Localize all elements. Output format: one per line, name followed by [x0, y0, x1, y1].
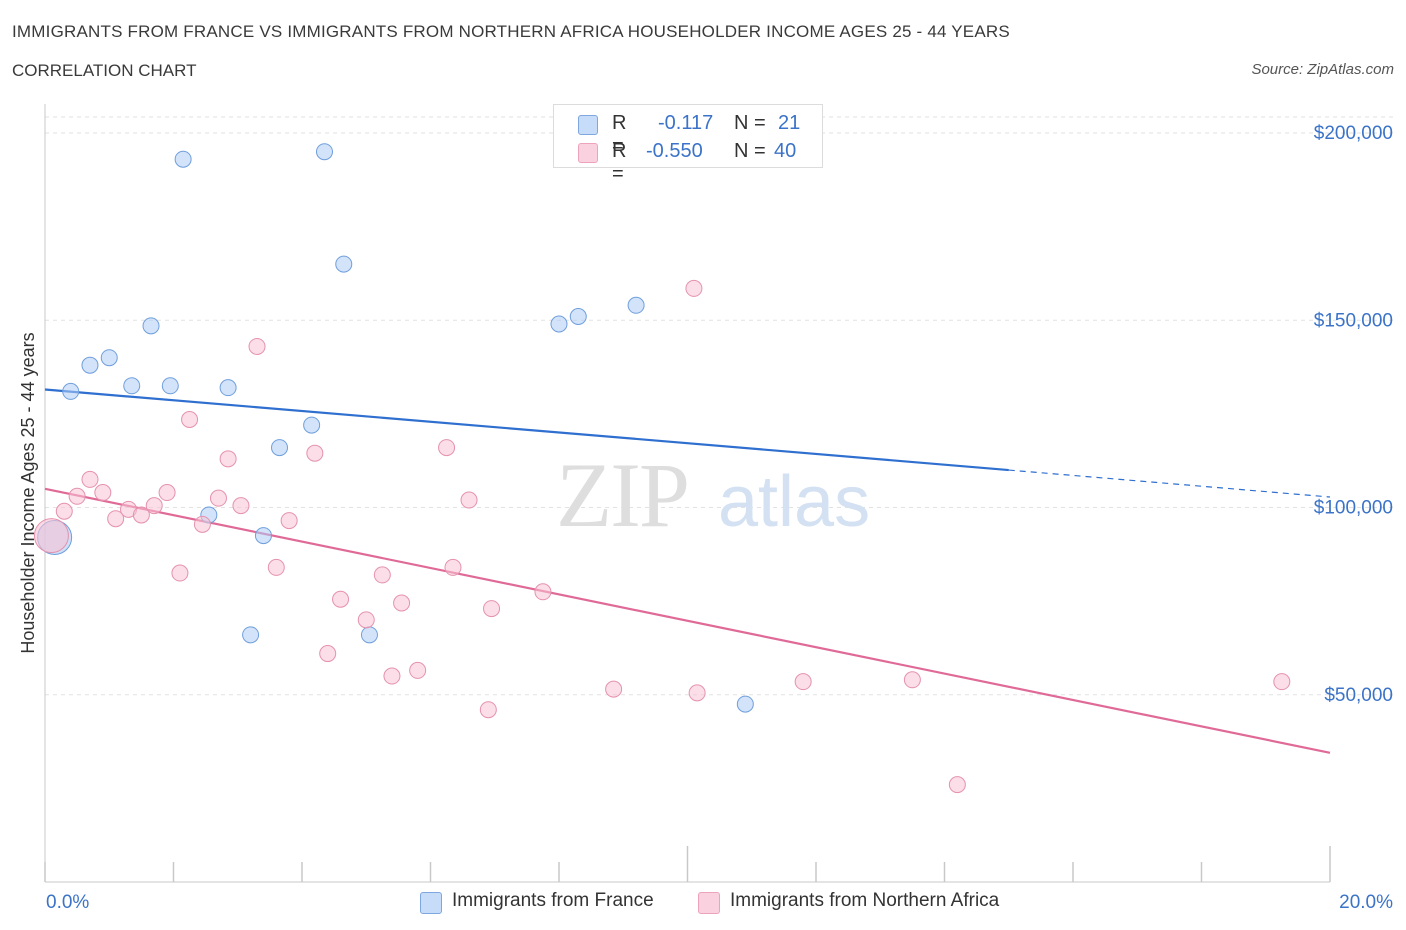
point-northern-africa [393, 594, 411, 612]
point-france [736, 695, 754, 713]
point-france [627, 296, 645, 314]
legend-swatch-france [578, 115, 598, 135]
watermark-atlas: atlas [718, 462, 870, 542]
chart-title: IMMIGRANTS FROM FRANCE VS IMMIGRANTS FRO… [12, 22, 1010, 41]
point-northern-africa [193, 515, 211, 533]
point-northern-africa [373, 566, 391, 584]
point-northern-africa [267, 558, 285, 576]
point-northern-africa [107, 510, 125, 528]
point-france [271, 439, 289, 457]
axes [44, 104, 1331, 883]
point-france [174, 150, 192, 168]
legend-n-value: 40 [774, 140, 797, 162]
legend-swatch-france [420, 892, 442, 914]
stats-legend: R = -0.117 N = 21 R = -0.550 N = 40 [553, 104, 823, 185]
point-northern-africa [948, 776, 966, 794]
point-northern-africa [219, 450, 237, 468]
legend-label-northern-africa: Immigrants from Northern Africa [730, 890, 1000, 911]
point-france [100, 349, 118, 367]
point-france [123, 377, 141, 395]
y-tick-label: $150,000 [1314, 310, 1393, 331]
point-northern-africa [605, 680, 623, 698]
point-france [62, 382, 80, 400]
point-northern-africa [479, 701, 497, 719]
legend-swatch-northern-africa [578, 143, 598, 163]
legend-n-value: 21 [778, 112, 801, 134]
point-france [142, 317, 160, 335]
point-france [315, 143, 333, 161]
point-northern-africa [171, 564, 189, 582]
legend-r-value: -0.550 [646, 140, 703, 162]
point-france [550, 315, 568, 333]
point-northern-africa [688, 684, 706, 702]
y-tick-labels: $50,000 $100,000 $150,000 $200,000 [1314, 123, 1393, 706]
point-northern-africa [332, 590, 350, 608]
point-france [303, 416, 321, 434]
y-axis-label: Householder Income Ages 25 - 44 years [18, 332, 38, 653]
watermark: ZIP atlas [556, 444, 870, 546]
point-northern-africa [181, 410, 199, 428]
point-northern-africa [444, 558, 462, 576]
x-tick-labels: 0.0% 20.0% [46, 892, 1393, 913]
point-northern-africa [460, 491, 478, 509]
point-northern-africa [306, 444, 324, 462]
point-northern-africa [81, 470, 99, 488]
point-northern-africa [438, 439, 456, 457]
point-france [81, 356, 99, 374]
point-france [254, 527, 272, 545]
point-northern-africa [483, 600, 501, 618]
legend-r-label: R = [612, 112, 627, 157]
legend-n-label: N = [734, 140, 766, 162]
point-france [360, 626, 378, 644]
point-northern-africa [209, 489, 227, 507]
y-tick-label: $200,000 [1314, 123, 1393, 144]
data-points [33, 143, 1291, 794]
trend-line-france [44, 388, 1009, 472]
point-france [335, 255, 353, 273]
point-northern-africa [232, 497, 250, 515]
y-tick-label: $50,000 [1324, 685, 1393, 706]
point-northern-africa [357, 611, 375, 629]
point-northern-africa [383, 667, 401, 685]
x-tick-label: 0.0% [46, 892, 89, 913]
chart-subtitle: CORRELATION CHART [12, 61, 197, 80]
trend-line-france-extension [1008, 469, 1331, 498]
point-northern-africa [248, 337, 266, 355]
point-northern-africa [68, 487, 86, 505]
point-northern-africa [534, 583, 552, 601]
legend-n-label: N = [734, 112, 766, 134]
point-france [161, 377, 179, 395]
point-northern-africa [158, 484, 176, 502]
y-tick-label: $100,000 [1314, 498, 1393, 519]
point-france [242, 626, 260, 644]
point-northern-africa [409, 661, 427, 679]
point-france [219, 379, 237, 397]
legend-r-value: -0.117 [658, 112, 714, 134]
point-northern-africa [145, 497, 163, 515]
point-france [569, 308, 587, 326]
source-label: Source: ZipAtlas.com [1251, 61, 1394, 78]
trend-lines [44, 388, 1331, 754]
legend-swatch-northern-africa [698, 892, 720, 914]
point-northern-africa [319, 645, 337, 663]
point-northern-africa [280, 512, 298, 530]
point-northern-africa [33, 518, 69, 554]
x-tick-label: 20.0% [1339, 892, 1393, 913]
legend-label-france: Immigrants from France [452, 890, 654, 911]
point-northern-africa [55, 502, 73, 520]
point-northern-africa [1273, 673, 1291, 691]
watermark-zip: ZIP [556, 444, 688, 546]
point-northern-africa [903, 671, 921, 689]
point-northern-africa [94, 484, 112, 502]
point-northern-africa [132, 506, 150, 524]
legend-r-label: R = [612, 140, 627, 185]
point-northern-africa [685, 279, 703, 297]
point-northern-africa [794, 673, 812, 691]
